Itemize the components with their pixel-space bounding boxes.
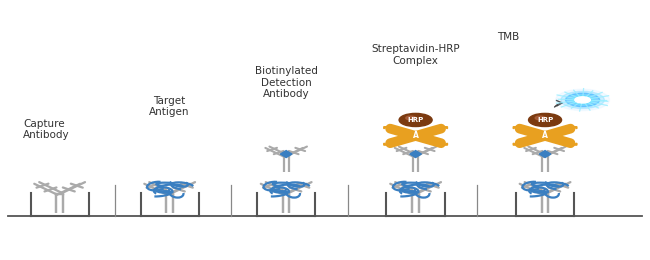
Polygon shape	[514, 127, 517, 129]
Circle shape	[528, 113, 562, 127]
Polygon shape	[384, 127, 388, 129]
Circle shape	[556, 89, 610, 110]
Polygon shape	[280, 151, 292, 158]
Circle shape	[399, 113, 432, 127]
Polygon shape	[540, 151, 551, 158]
Polygon shape	[573, 127, 577, 129]
Circle shape	[575, 97, 590, 103]
Polygon shape	[443, 127, 447, 129]
Text: A: A	[413, 131, 419, 140]
Text: Biotinylated
Detection
Antibody: Biotinylated Detection Antibody	[255, 66, 318, 99]
Polygon shape	[384, 143, 388, 145]
Circle shape	[561, 91, 605, 108]
Text: A: A	[542, 131, 548, 140]
Circle shape	[566, 93, 600, 107]
Text: Capture
Antibody: Capture Antibody	[23, 119, 70, 140]
Text: Streptavidin-HRP
Complex: Streptavidin-HRP Complex	[371, 44, 460, 66]
Text: Target
Antigen: Target Antigen	[150, 95, 190, 117]
Circle shape	[406, 116, 415, 120]
Polygon shape	[443, 143, 447, 145]
Text: HRP: HRP	[537, 117, 553, 123]
Circle shape	[571, 95, 594, 105]
Text: TMB: TMB	[497, 32, 519, 42]
Circle shape	[535, 116, 545, 120]
Polygon shape	[573, 143, 577, 145]
Text: HRP: HRP	[408, 117, 424, 123]
Polygon shape	[514, 143, 517, 145]
Polygon shape	[410, 151, 421, 158]
